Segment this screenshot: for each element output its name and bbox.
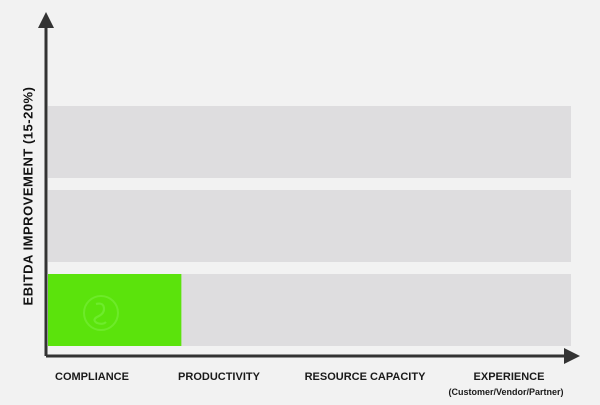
- x-tick-resource-capacity: RESOURCE CAPACITY: [304, 371, 426, 383]
- y-axis-label: EBITDA IMPROVEMENT (15-20%): [20, 86, 36, 306]
- y-axis-arrow: [38, 12, 54, 28]
- x-tick-experience: EXPERIENCE: [473, 371, 545, 383]
- x-axis-arrow: [564, 348, 580, 364]
- x-tick-productivity: PRODUCTIVITY: [178, 371, 260, 383]
- x-tick-experience-sublabel: (Customer/Vendor/Partner): [448, 387, 564, 397]
- bar-compliance-level-1: [48, 274, 182, 346]
- axes: [38, 12, 580, 364]
- watermark-logo: [83, 295, 119, 331]
- band-level-2: [48, 190, 571, 262]
- band-level-3: [48, 106, 571, 178]
- background-bands: [48, 106, 571, 346]
- bar-series: [48, 274, 182, 346]
- x-tick-compliance: COMPLIANCE: [55, 371, 129, 383]
